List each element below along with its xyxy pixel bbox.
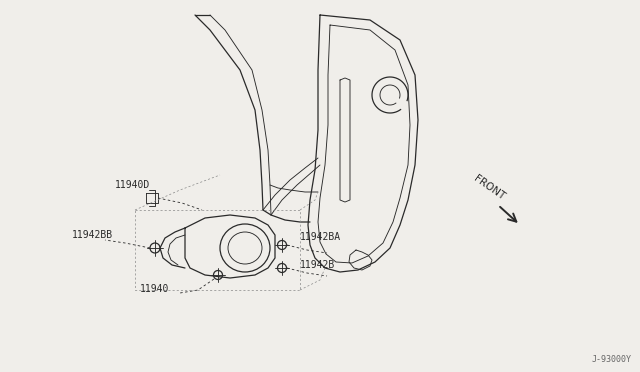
Text: 11942BB: 11942BB (72, 230, 113, 240)
Text: FRONT: FRONT (472, 174, 507, 202)
Text: J-93000Y: J-93000Y (592, 355, 632, 364)
Text: 11942B: 11942B (300, 260, 335, 270)
Text: 11942BA: 11942BA (300, 232, 341, 242)
Text: 11940D: 11940D (115, 180, 150, 190)
Text: 11940: 11940 (140, 284, 170, 294)
